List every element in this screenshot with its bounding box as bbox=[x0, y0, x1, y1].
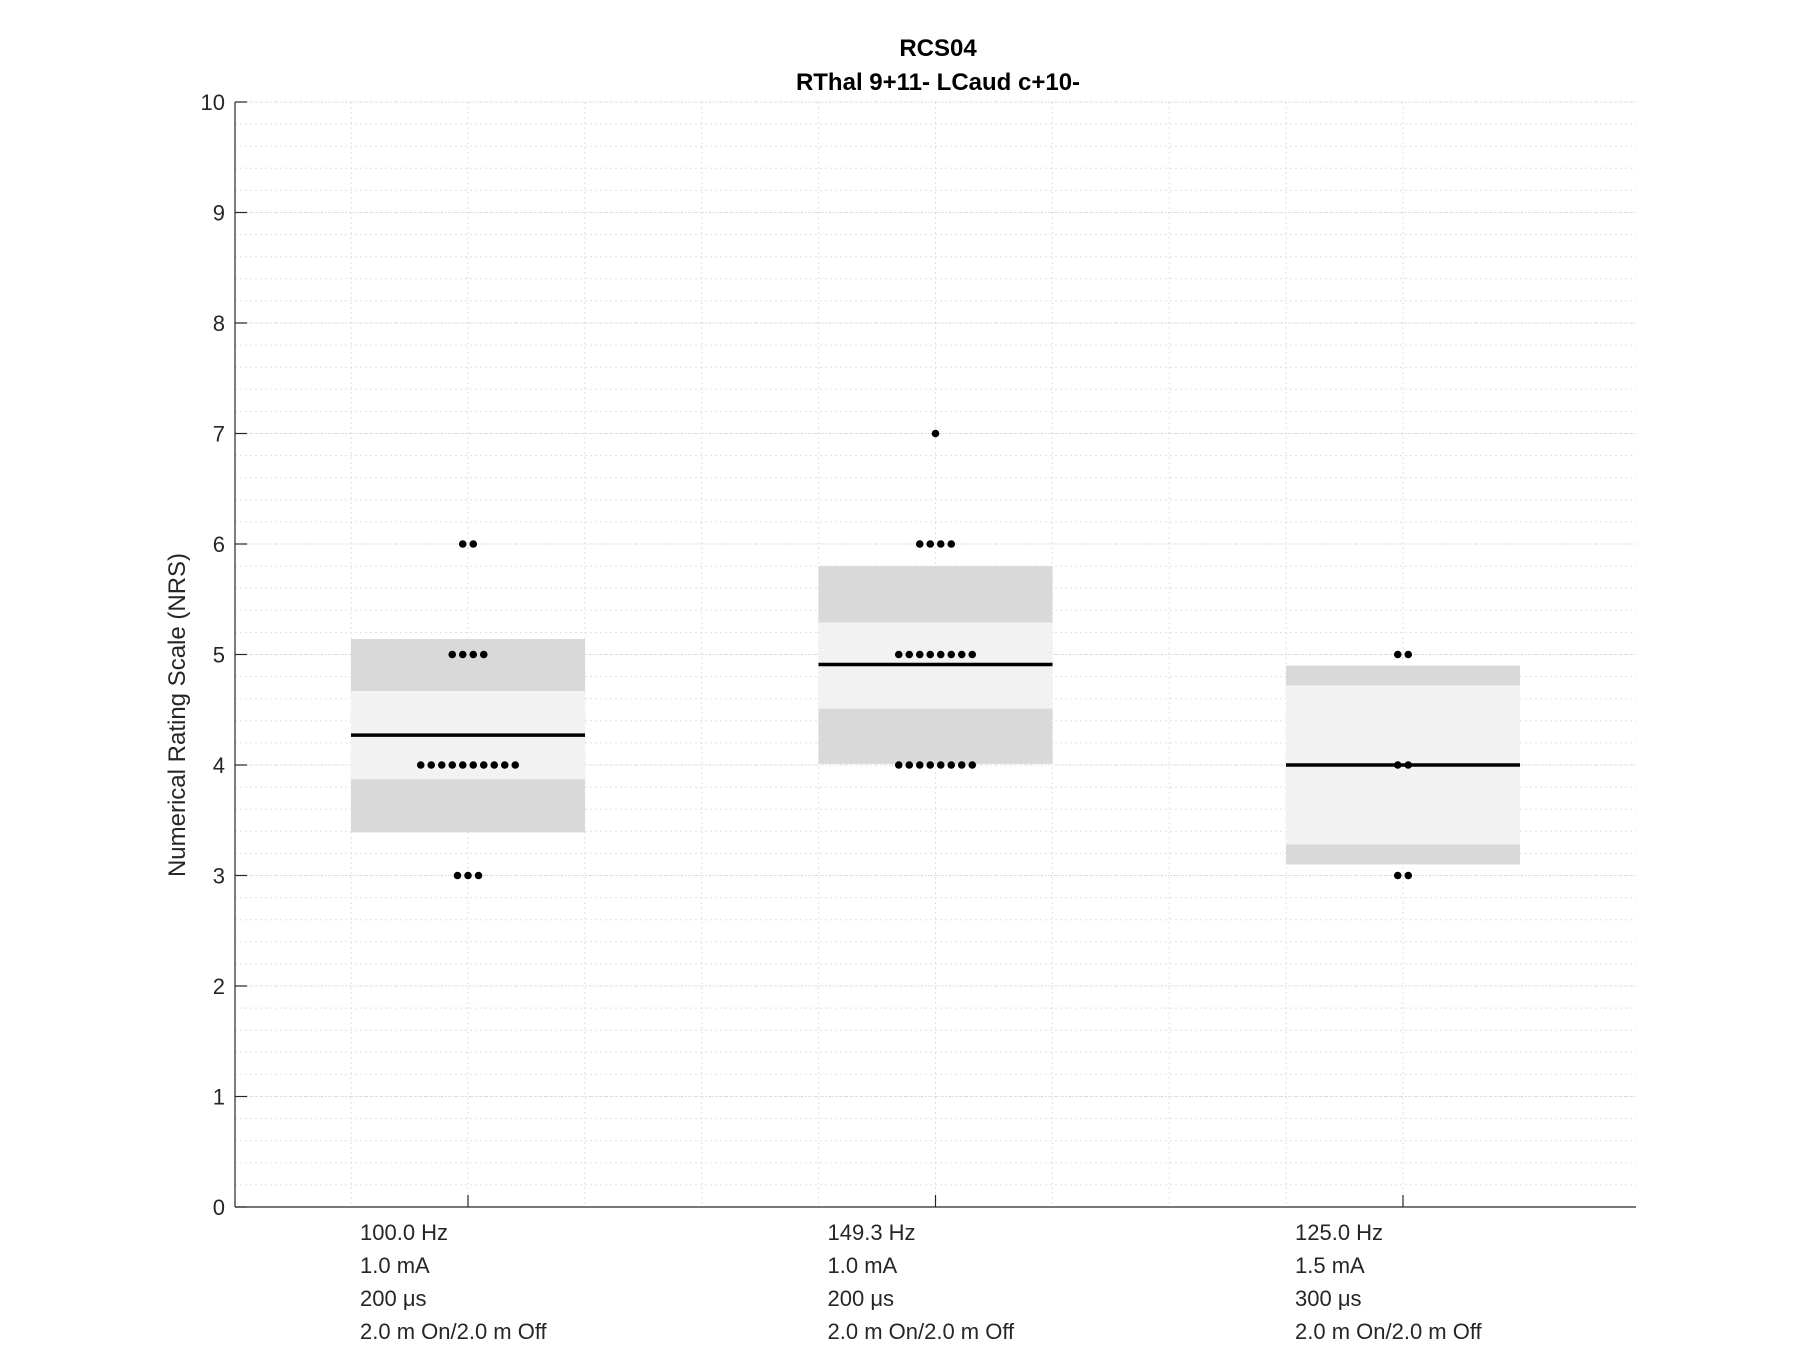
y-tick-label: 9 bbox=[213, 201, 225, 226]
y-tick-label: 4 bbox=[213, 753, 225, 778]
y-tick-label: 2 bbox=[213, 974, 225, 999]
data-point bbox=[437, 761, 446, 769]
x-tick-label: 149.3 Hz bbox=[828, 1220, 916, 1245]
data-point bbox=[947, 650, 956, 659]
y-tick-label: 5 bbox=[213, 643, 225, 668]
data-point bbox=[931, 429, 940, 438]
x-tick-label: 125.0 Hz bbox=[1295, 1220, 1383, 1245]
data-point bbox=[936, 540, 945, 548]
data-point bbox=[1404, 871, 1413, 880]
data-point bbox=[926, 540, 935, 548]
data-point bbox=[1404, 650, 1413, 659]
x-tick-label: 2.0 m On/2.0 m Off bbox=[1295, 1319, 1483, 1344]
y-tick-label: 3 bbox=[213, 864, 225, 889]
data-point bbox=[458, 650, 467, 659]
y-tick-label: 0 bbox=[213, 1195, 225, 1220]
data-point bbox=[469, 761, 478, 769]
data-point bbox=[511, 761, 520, 769]
y-tick-label: 1 bbox=[213, 1085, 225, 1110]
x-tick-label: 2.0 m On/2.0 m Off bbox=[360, 1319, 548, 1344]
data-point bbox=[490, 761, 499, 769]
data-point bbox=[915, 761, 924, 769]
data-points bbox=[416, 429, 1413, 880]
data-point bbox=[968, 650, 977, 659]
data-point bbox=[474, 871, 483, 880]
data-point bbox=[915, 650, 924, 659]
data-point bbox=[1393, 650, 1402, 659]
data-point bbox=[905, 650, 914, 659]
x-tick-label: 100.0 Hz bbox=[360, 1220, 448, 1245]
data-point bbox=[936, 650, 945, 659]
data-point bbox=[947, 761, 956, 769]
data-point bbox=[957, 761, 966, 769]
data-point bbox=[469, 650, 478, 659]
data-point bbox=[926, 761, 935, 769]
data-point bbox=[957, 650, 966, 659]
tick-labels: 0 1 2 3 4 5 6 7 8 9 10 100.0 Hz 1.0 mA 200 μs 2.0 m On… bbox=[201, 90, 1483, 1344]
data-point bbox=[947, 540, 956, 548]
x-tick-label: 200 μs bbox=[828, 1286, 895, 1311]
data-point bbox=[427, 761, 436, 769]
data-point bbox=[894, 761, 903, 769]
data-point bbox=[479, 761, 488, 769]
data-point bbox=[968, 761, 977, 769]
data-point bbox=[915, 540, 924, 548]
data-point bbox=[479, 650, 488, 659]
data-point bbox=[1404, 761, 1413, 769]
x-tick-label: 1.0 mA bbox=[360, 1253, 430, 1278]
chart-subtitle: RThal 9+11- LCaud c+10- bbox=[796, 69, 1080, 96]
axes bbox=[234, 101, 1636, 1208]
data-point bbox=[464, 871, 472, 880]
data-point bbox=[458, 761, 467, 769]
x-tick-label: 300 μs bbox=[1295, 1286, 1362, 1311]
data-point bbox=[894, 650, 903, 659]
x-tick-label: 2.0 m On/2.0 m Off bbox=[828, 1319, 1016, 1344]
data-point bbox=[1393, 761, 1402, 769]
data-point bbox=[500, 761, 509, 769]
data-point bbox=[453, 871, 462, 880]
x-tick-label: 1.0 mA bbox=[828, 1253, 898, 1278]
y-axis-label: Numerical Rating Scale (NRS) bbox=[164, 553, 191, 877]
y-tick-label: 6 bbox=[213, 532, 225, 557]
data-point bbox=[469, 540, 478, 548]
data-point bbox=[936, 761, 945, 769]
x-tick-label: 200 μs bbox=[360, 1286, 427, 1311]
data-point bbox=[926, 650, 935, 659]
y-tick-label: 7 bbox=[213, 422, 225, 447]
y-tick-label: 10 bbox=[201, 90, 225, 115]
data-point bbox=[416, 761, 425, 769]
data-point bbox=[458, 540, 467, 548]
chart-title: RCS04 bbox=[899, 35, 977, 62]
data-point bbox=[448, 761, 457, 769]
x-tick-label: 1.5 mA bbox=[1295, 1253, 1365, 1278]
data-point bbox=[1393, 871, 1402, 880]
data-point bbox=[905, 761, 914, 769]
summary-bands bbox=[351, 566, 1520, 865]
y-tick-label: 8 bbox=[213, 311, 225, 336]
data-point bbox=[448, 650, 457, 659]
